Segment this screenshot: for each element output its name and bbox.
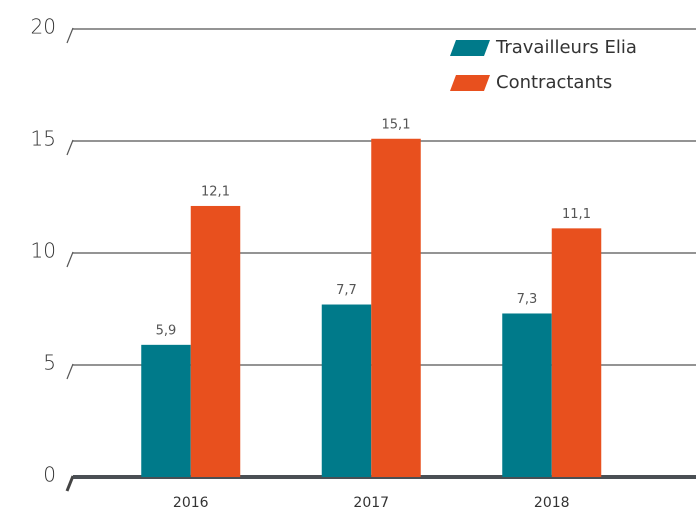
tick-mark [66, 251, 74, 268]
legend-label: Contractants [496, 72, 612, 93]
tick-mark [66, 363, 74, 380]
y-tick-label: 20 [31, 15, 56, 39]
value-label: 7,3 [517, 292, 538, 307]
value-label: 11,1 [562, 207, 591, 222]
bar [551, 228, 602, 477]
y-tick-label: 5 [43, 351, 56, 375]
value-label: 12,1 [201, 184, 230, 199]
tick-mark [65, 475, 75, 492]
value-label: 15,1 [382, 117, 411, 132]
bar [141, 344, 191, 477]
bar [190, 205, 241, 477]
value-label: 5,9 [156, 323, 177, 338]
y-tick-label: 10 [31, 239, 56, 263]
x-tick-label: 2016 [173, 495, 209, 511]
y-tick-label: 0 [43, 463, 56, 487]
value-label: 7,7 [336, 283, 357, 298]
bar [321, 304, 372, 477]
bar [502, 313, 552, 477]
legend-label: Travailleurs Elia [495, 37, 637, 58]
x-tick-label: 2018 [534, 495, 570, 511]
y-tick-label: 15 [31, 127, 56, 151]
bar [371, 138, 421, 477]
legend-swatch [450, 75, 490, 91]
tick-mark [66, 27, 74, 44]
legend-swatch [450, 40, 490, 56]
tick-mark [66, 139, 74, 156]
x-tick-label: 2017 [353, 495, 389, 511]
